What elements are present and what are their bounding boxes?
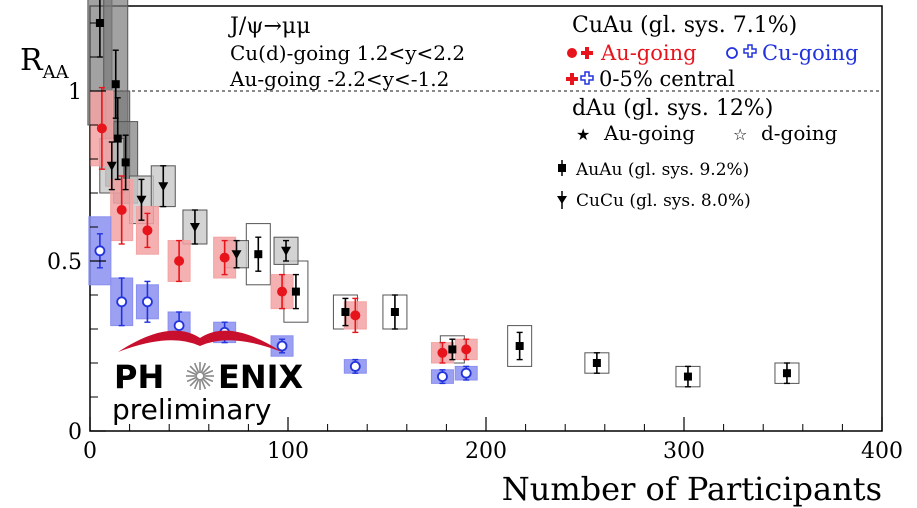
data-point-auau xyxy=(113,134,122,143)
systematic-box xyxy=(507,325,533,367)
data-point-au-going xyxy=(350,310,361,321)
legend-au-going-marker xyxy=(567,48,577,58)
y-tick-label: 0 xyxy=(68,420,82,445)
legend-cu-going-label: Cu-going xyxy=(762,41,858,65)
data-point-cucu xyxy=(231,250,242,260)
data-point-auau xyxy=(390,308,399,316)
legend-cu-going-marker xyxy=(726,47,738,59)
y-tick-label: 1 xyxy=(68,80,82,105)
data-point-cu-going xyxy=(173,320,185,332)
data-point-au-going xyxy=(174,256,185,266)
legend-dau-d-star: ☆ xyxy=(733,125,747,144)
data-point-au-going xyxy=(219,252,230,263)
x-tick-label: 300 xyxy=(663,439,705,464)
legend-cucu-marker xyxy=(557,196,567,204)
data-point-auau xyxy=(121,158,130,167)
annotation-cu-going-range: Cu(d)-going 1.2<y<2.2 xyxy=(230,41,465,65)
annotation-process: J/ψ→μμ xyxy=(228,14,311,39)
data-point-cucu xyxy=(281,246,292,256)
starburst-ray xyxy=(193,362,200,374)
data-marks xyxy=(87,0,800,388)
data-point-au-going xyxy=(461,344,472,355)
starburst-ray xyxy=(189,377,199,387)
logo-text-right: ENIX xyxy=(218,358,304,396)
data-point-cucu xyxy=(106,161,117,171)
legend-dau-header: dAu (gl. sys. 12%) xyxy=(572,96,773,121)
data-point-auau xyxy=(782,369,791,378)
legend-central-open-cross xyxy=(580,71,594,85)
logo-swoosh xyxy=(118,330,282,352)
legend-au-going-label: Au-going xyxy=(600,41,697,65)
data-point-cu-going xyxy=(116,296,128,308)
logo-text-left: PH xyxy=(114,358,164,396)
data-point-auau xyxy=(683,372,692,381)
legend: CuAu (gl. sys. 7.1%) Au-going Cu-going 0… xyxy=(557,13,858,211)
legend-cu-going-cross-marker xyxy=(743,44,757,58)
data-point-auau xyxy=(291,287,300,296)
annotation-au-going-range: Au-going -2.2<y<-1.2 xyxy=(229,67,449,91)
data-point-cucu xyxy=(189,223,200,232)
starburst-ray xyxy=(201,377,211,387)
data-point-au-going xyxy=(277,286,288,297)
legend-dau-au-star: ★ xyxy=(576,125,590,144)
data-point-au-going xyxy=(437,347,448,358)
data-point-au-going xyxy=(96,123,107,134)
starburst-ray xyxy=(186,376,198,383)
legend-dau-d-going-label: d-going xyxy=(761,121,838,145)
data-point-cu-going xyxy=(437,371,448,383)
legend-au-going-cross-marker xyxy=(584,42,590,47)
starburst-ray xyxy=(200,378,207,390)
x-axis-label: Number of Participants xyxy=(502,470,882,508)
legend-central-label: 0-5% central xyxy=(599,67,735,91)
data-point-cu-going xyxy=(276,340,288,352)
starburst-ray xyxy=(201,365,211,375)
starburst-ray xyxy=(193,378,200,390)
data-point-cu-going xyxy=(142,296,153,308)
axis-ticks: 0 100 200 300 400 0 0.5 1 xyxy=(47,22,903,464)
legend-cucu-label: CuCu (gl. sys. 8.0%) xyxy=(576,191,751,211)
x-tick-label: 100 xyxy=(267,439,309,464)
data-point-auau xyxy=(254,250,263,259)
starburst-ray xyxy=(202,376,214,383)
logo-subtitle: preliminary xyxy=(112,393,272,426)
data-point-cucu xyxy=(136,195,147,205)
legend-dau-au-going-label: Au-going xyxy=(603,121,695,145)
x-tick-label: 400 xyxy=(861,439,903,464)
data-point-cu-going xyxy=(94,245,106,257)
y-tick-label: 0.5 xyxy=(47,250,82,275)
data-point-auau xyxy=(515,342,524,350)
legend-central-cross-v xyxy=(570,73,574,85)
data-point-auau xyxy=(111,80,120,89)
legend-auau-marker xyxy=(558,164,566,172)
legend-au-going-cross-v xyxy=(585,47,589,59)
starburst-ray xyxy=(186,369,198,376)
data-point-auau xyxy=(95,19,104,27)
data-point-cucu xyxy=(158,182,169,192)
x-tick-label: 200 xyxy=(465,439,507,464)
data-point-auau xyxy=(448,345,457,354)
starburst-ray xyxy=(189,365,199,375)
y-axis-label: RAA xyxy=(20,43,70,83)
phenix-logo: PH ENIX preliminary xyxy=(112,330,304,426)
starburst-ray xyxy=(202,369,214,376)
data-point-au-going xyxy=(142,225,153,236)
starburst-ray xyxy=(200,362,207,374)
data-point-auau xyxy=(341,308,350,316)
legend-auau-label: AuAu (gl. sys. 9.2%) xyxy=(575,160,749,180)
data-point-auau xyxy=(592,359,601,367)
legend-cuau-header: CuAu (gl. sys. 7.1%) xyxy=(572,13,797,38)
data-point-cu-going xyxy=(460,367,472,379)
data-point-au-going xyxy=(116,205,127,215)
data-point-cu-going xyxy=(349,360,361,372)
logo-starburst-icon xyxy=(186,362,214,390)
x-tick-label: 0 xyxy=(83,439,97,464)
